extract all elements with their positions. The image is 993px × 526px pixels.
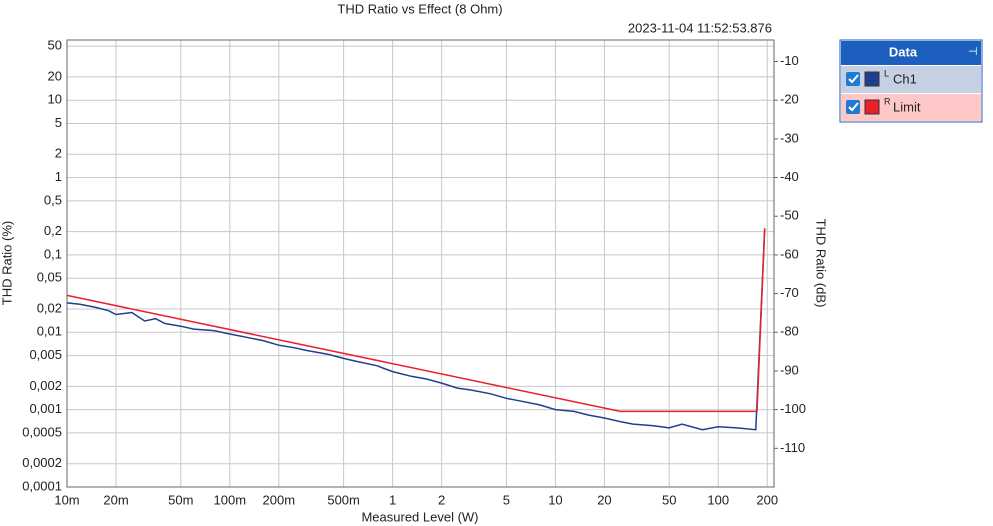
legend-swatch [864, 99, 880, 115]
pin-icon[interactable]: ⊣ [968, 46, 978, 58]
y2-tick-label: -110 [780, 440, 805, 455]
x-tick-label: 10m [54, 492, 79, 507]
x-tick-label: 200m [263, 492, 296, 507]
series-line [66, 228, 766, 431]
y-tick-label: 0,002 [29, 378, 62, 393]
y-tick-label: 2 [55, 146, 62, 161]
y2-tick-label: -40 [780, 169, 799, 184]
x-tick-label: 5 [503, 492, 510, 507]
y-tick-label: 10 [48, 92, 62, 107]
x-axis-label: Measured Level (W) [361, 509, 478, 524]
x-tick-label: 500m [327, 492, 360, 507]
legend-checkbox[interactable] [846, 100, 860, 114]
y-tick-label: 0,02 [37, 300, 62, 315]
x-tick-label: 2 [438, 492, 445, 507]
y-tick-label: 0,01 [37, 324, 62, 339]
plot-area [66, 39, 775, 488]
legend-checkbox[interactable] [846, 72, 860, 86]
legend-row [841, 66, 981, 93]
y-tick-label: 20 [48, 68, 62, 83]
legend-label: Ch1 [893, 71, 917, 86]
y2-axis-label: THD Ratio (dB) [814, 219, 829, 308]
y-tick-label: 0,0005 [22, 424, 62, 439]
y2-tick-label: -10 [780, 53, 799, 68]
legend-channel: R [884, 96, 891, 106]
y2-tick-label: -100 [780, 401, 806, 416]
y2-tick-label: -50 [780, 208, 799, 223]
y-tick-label: 0,5 [44, 192, 62, 207]
x-tick-label: 50m [168, 492, 193, 507]
series-line [66, 228, 766, 413]
y2-tick-label: -80 [780, 324, 799, 339]
legend-title: Data [889, 44, 918, 59]
legend-row [841, 94, 981, 121]
y-tick-label: 50 [48, 38, 62, 53]
check-mark [848, 102, 859, 112]
chart-title: THD Ratio vs Effect (8 Ohm) [337, 1, 502, 16]
x-tick-label: 1 [389, 492, 396, 507]
y2-tick-label: -30 [780, 130, 799, 145]
plot-frame [66, 39, 775, 488]
x-tick-label: 100 [707, 492, 729, 507]
y-tick-label: 0,001 [29, 401, 62, 416]
x-tick-label: 20m [103, 492, 128, 507]
y-axis-label: THD Ratio (%) [0, 221, 14, 306]
check-mark [848, 74, 859, 84]
y-tick-label: 0,1 [44, 246, 62, 261]
x-tick-label: 20 [597, 492, 611, 507]
legend-swatch [864, 71, 880, 87]
x-tick-label: 200 [756, 492, 778, 507]
legend-header [841, 41, 981, 65]
y-tick-label: 0,05 [37, 270, 62, 285]
y-tick-label: 0,005 [29, 347, 62, 362]
y-tick-label: 0,2 [44, 223, 62, 238]
x-tick-label: 10 [548, 492, 562, 507]
x-tick-label: 100m [214, 492, 247, 507]
x-tick-label: 50 [662, 492, 676, 507]
legend-channel: L [884, 68, 889, 78]
legend-label: Limit [893, 99, 921, 114]
y-tick-label: 5 [55, 115, 62, 130]
timestamp: 2023-11-04 11:52:53.876 [628, 20, 772, 35]
y2-tick-label: -90 [780, 362, 799, 377]
y2-tick-label: -20 [780, 92, 799, 107]
y2-tick-label: -70 [780, 285, 799, 300]
y2-tick-label: -60 [780, 246, 799, 261]
y-tick-label: 1 [55, 169, 62, 184]
y-tick-label: 0,0002 [22, 455, 62, 470]
y-tick-label: 0,0001 [22, 478, 62, 493]
